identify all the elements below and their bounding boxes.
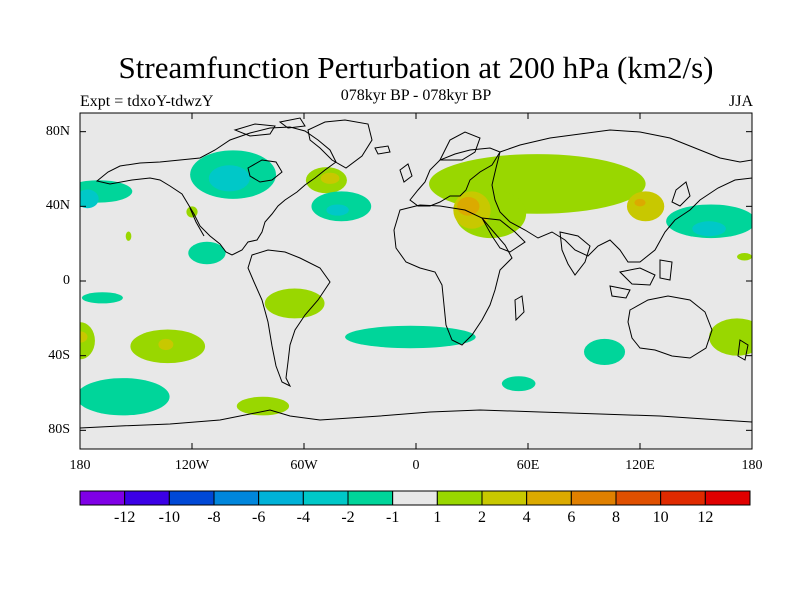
contour-region-5 xyxy=(125,231,132,241)
colorbar-label-10: 6 xyxy=(567,509,576,526)
colorbar-label-13: 12 xyxy=(697,509,714,526)
lat-tick-label-1: 40N xyxy=(45,198,70,214)
contour-region-8 xyxy=(320,172,340,184)
lat-tick-label-2: 0 xyxy=(63,273,70,288)
contour-region-30 xyxy=(709,318,752,356)
colorbar-box-6 xyxy=(347,490,394,506)
contour-region-18 xyxy=(666,204,752,239)
contour-region-17 xyxy=(634,198,646,207)
coastline-africa xyxy=(393,204,513,346)
colorbar-box-10 xyxy=(526,490,572,506)
coastline-layer xyxy=(80,117,752,429)
contour-region-1 xyxy=(80,189,99,209)
contour-region-10 xyxy=(326,204,349,216)
colorbar-label-9: 4 xyxy=(522,509,531,526)
axis-ticks xyxy=(79,113,753,449)
lon-tick-label-0: 180 xyxy=(69,458,91,473)
lon-tick-label-5: 120E xyxy=(625,458,655,473)
contour-region-3 xyxy=(208,165,250,192)
lon-tick-label-1: 120W xyxy=(174,458,210,473)
coastline-north-america xyxy=(95,126,337,256)
coastline-antarctica xyxy=(80,409,752,429)
colorbar-label-1: -10 xyxy=(158,509,180,526)
colorbar-box-8 xyxy=(436,490,483,506)
contour-region-24 xyxy=(80,322,95,360)
coastline-asia xyxy=(491,129,752,263)
lat-tick-label-3: 40S xyxy=(48,347,70,363)
contour-region-19 xyxy=(692,221,726,237)
colorbar-label-5: -2 xyxy=(341,509,355,526)
colorbar-box-0 xyxy=(79,490,126,506)
contour-region-22 xyxy=(264,288,325,319)
colorbar-box-4 xyxy=(258,490,304,506)
colorbar-label-7: 1 xyxy=(433,509,442,526)
lon-tick-label-4: 60E xyxy=(516,458,540,473)
contour-region-14 xyxy=(457,197,480,216)
contour-region-32 xyxy=(236,396,290,416)
page-title: Streamfunction Perturbation at 200 hPa (… xyxy=(118,50,714,85)
colorbar-label-4: -4 xyxy=(296,509,310,526)
colorbar-box-9 xyxy=(481,490,528,506)
coastline-india xyxy=(559,231,591,276)
contour-region-16 xyxy=(626,191,665,222)
colorbar-box-13 xyxy=(660,490,706,506)
contour-region-25 xyxy=(80,331,88,343)
coastline-south-america xyxy=(247,249,331,388)
colorbar-box-2 xyxy=(168,490,215,506)
coastline-iceland xyxy=(374,145,391,155)
colorbar-label-2: -8 xyxy=(207,509,221,526)
coastline-baja xyxy=(189,207,205,237)
coastline-greenland xyxy=(307,119,373,169)
contour-region-6 xyxy=(188,241,226,265)
season-label: JJA xyxy=(728,93,753,110)
coastline-scandinavia xyxy=(439,131,481,161)
colorbar-box-5 xyxy=(302,490,349,506)
contour-region-29 xyxy=(501,376,536,392)
colorbar-box-7 xyxy=(392,490,438,506)
coastline-australia xyxy=(627,295,713,359)
coastline-new-zealand xyxy=(737,339,749,361)
lon-tick-label-3: 0 xyxy=(412,458,420,473)
contour-region-20 xyxy=(737,253,752,261)
colorbar-label-6: -1 xyxy=(385,509,400,526)
colorbar-box-12 xyxy=(615,490,662,506)
coastline-japan xyxy=(671,181,691,207)
contour-region-27 xyxy=(158,338,174,351)
contour-region-21 xyxy=(81,292,123,304)
coastline-arabia xyxy=(481,217,526,253)
lon-tick-label-2: 60W xyxy=(290,458,318,473)
colorbar-box-1 xyxy=(124,490,170,506)
colorbar-label-12: 10 xyxy=(652,509,669,526)
coastline-europe xyxy=(409,147,501,207)
coastline-hudson-bay xyxy=(247,159,283,183)
lat-tick-label-4: 80S xyxy=(48,422,70,438)
coastline-se-asia-islands xyxy=(609,259,673,299)
contour-region-15 xyxy=(589,178,627,205)
colorbar-label-0: -12 xyxy=(113,509,136,526)
lat-tick-label-0: 80N xyxy=(45,123,70,139)
contour-region-28 xyxy=(584,338,626,365)
contour-region-23 xyxy=(345,325,476,349)
period-subtitle: 078kyr BP - 078kyr BP xyxy=(340,87,492,104)
colorbar-box-3 xyxy=(213,490,260,506)
colorbar-label-11: 8 xyxy=(612,509,620,526)
colorbar-label-3: -6 xyxy=(251,509,266,526)
coastline-arctic-islands xyxy=(233,117,306,137)
colorbar-box-14 xyxy=(704,490,751,506)
coastline-madagascar xyxy=(514,295,525,322)
contour-fill-layer xyxy=(80,150,752,416)
contour-region-31 xyxy=(80,378,170,416)
coastline-british-isles xyxy=(399,163,413,183)
colorbar-box-11 xyxy=(570,490,617,506)
colorbar-label-8: 2 xyxy=(478,509,486,526)
lon-tick-label-6: 180 xyxy=(741,458,763,473)
experiment-label: Expt = tdxoY-tdwzY xyxy=(80,93,214,110)
